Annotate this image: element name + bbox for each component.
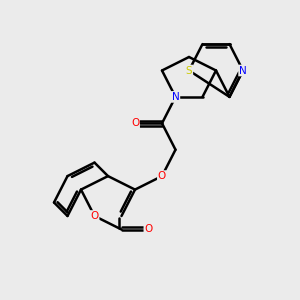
Text: O: O: [131, 118, 139, 128]
Text: S: S: [186, 65, 192, 76]
Text: O: O: [158, 171, 166, 181]
Text: O: O: [144, 224, 153, 235]
Text: N: N: [239, 65, 247, 76]
Text: O: O: [90, 211, 99, 221]
Text: N: N: [172, 92, 179, 102]
